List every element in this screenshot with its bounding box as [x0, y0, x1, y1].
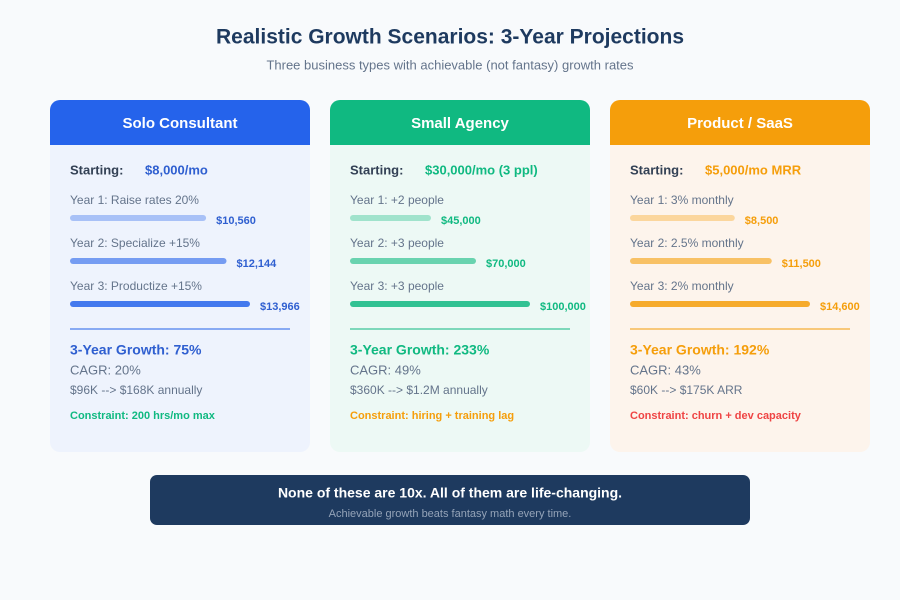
step-value: $14,600 [820, 301, 860, 313]
cagr: CAGR: 43% [630, 362, 701, 377]
step-bar [630, 301, 810, 307]
growth: 3-Year Growth: 233% [350, 342, 490, 358]
card-header-base [330, 130, 590, 145]
starting-value: $8,000/mo [145, 162, 208, 177]
card-body [50, 100, 310, 452]
step-bar [70, 258, 227, 264]
card-title: Solo Consultant [123, 115, 238, 132]
step-label: Year 1: 3% monthly [630, 193, 734, 207]
card-title: Small Agency [411, 115, 509, 132]
step-value: $100,000 [540, 301, 586, 313]
starting-label: Starting: [630, 162, 683, 177]
annual: $60K --> $175K ARR [630, 383, 743, 397]
growth: 3-Year Growth: 75% [70, 342, 202, 358]
step-label: Year 1: +2 people [350, 193, 444, 207]
title: Realistic Growth Scenarios: 3-Year Proje… [216, 26, 684, 49]
step-bar [70, 301, 250, 307]
cagr: CAGR: 49% [350, 362, 421, 377]
card-body [610, 100, 870, 452]
step-value: $13,966 [260, 301, 300, 313]
step-label: Year 3: +3 people [350, 279, 444, 293]
starting-label: Starting: [70, 162, 123, 177]
step-value: $70,000 [486, 258, 526, 270]
footer-title: None of these are 10x. All of them are l… [278, 485, 622, 501]
growth: 3-Year Growth: 192% [630, 342, 770, 358]
step-bar [630, 258, 772, 264]
step-label: Year 3: Productize +15% [70, 279, 202, 293]
card-header-base [610, 130, 870, 145]
step-label: Year 2: 2.5% monthly [630, 236, 744, 250]
card-body [330, 100, 590, 452]
step-label: Year 1: Raise rates 20% [70, 193, 199, 207]
step-label: Year 3: 2% monthly [630, 279, 734, 293]
step-label: Year 2: +3 people [350, 236, 444, 250]
step-bar [350, 258, 476, 264]
starting-value: $30,000/mo (3 ppl) [425, 162, 538, 177]
card-header-base [50, 130, 310, 145]
step-label: Year 2: Specialize +15% [70, 236, 200, 250]
step-bar [630, 215, 735, 221]
step-value: $8,500 [745, 215, 779, 227]
footer-subtitle: Achievable growth beats fantasy math eve… [329, 508, 572, 520]
step-value: $10,560 [216, 215, 256, 227]
card-title: Product / SaaS [687, 115, 793, 132]
constraint: Constraint: churn + dev capacity [630, 410, 802, 422]
subtitle: Three business types with achievable (no… [266, 57, 634, 72]
step-value: $45,000 [441, 215, 481, 227]
step-bar [350, 215, 431, 221]
step-bar [70, 215, 207, 221]
constraint: Constraint: hiring + training lag [350, 410, 514, 422]
step-value: $11,500 [782, 258, 821, 270]
constraint: Constraint: 200 hrs/mo max [70, 410, 216, 422]
annual: $360K --> $1.2M annually [350, 383, 488, 397]
annual: $96K --> $168K annually [70, 383, 202, 397]
step-value: $12,144 [237, 258, 278, 270]
footer-box [150, 475, 750, 525]
cagr: CAGR: 20% [70, 362, 141, 377]
starting-label: Starting: [350, 162, 403, 177]
starting-value: $5,000/mo MRR [705, 162, 802, 177]
step-bar [350, 301, 530, 307]
